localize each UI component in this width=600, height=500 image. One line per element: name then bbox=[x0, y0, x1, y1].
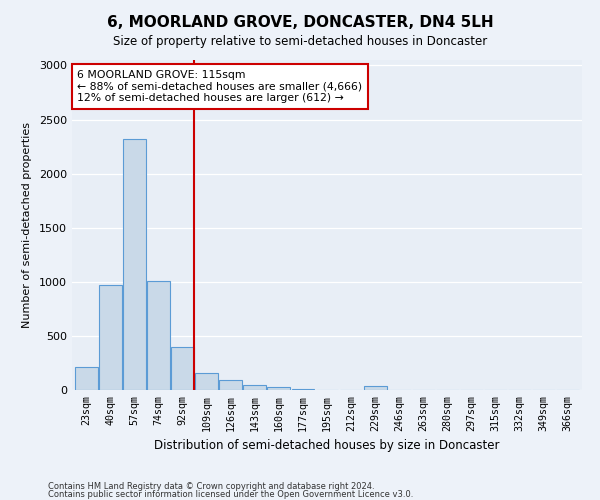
Bar bbox=[244, 384, 266, 390]
Text: Contains public sector information licensed under the Open Government Licence v3: Contains public sector information licen… bbox=[48, 490, 413, 499]
Bar bbox=[123, 139, 146, 390]
Text: Size of property relative to semi-detached houses in Doncaster: Size of property relative to semi-detach… bbox=[113, 35, 487, 48]
Bar bbox=[364, 386, 386, 390]
Y-axis label: Number of semi-detached properties: Number of semi-detached properties bbox=[22, 122, 32, 328]
Bar bbox=[292, 389, 314, 390]
Text: 6 MOORLAND GROVE: 115sqm
← 88% of semi-detached houses are smaller (4,666)
12% o: 6 MOORLAND GROVE: 115sqm ← 88% of semi-d… bbox=[77, 70, 362, 103]
X-axis label: Distribution of semi-detached houses by size in Doncaster: Distribution of semi-detached houses by … bbox=[154, 439, 500, 452]
Bar bbox=[220, 380, 242, 390]
Bar bbox=[99, 285, 122, 390]
Bar bbox=[171, 348, 194, 390]
Bar bbox=[75, 368, 98, 390]
Bar bbox=[268, 388, 290, 390]
Bar bbox=[195, 372, 218, 390]
Bar bbox=[147, 280, 170, 390]
Text: 6, MOORLAND GROVE, DONCASTER, DN4 5LH: 6, MOORLAND GROVE, DONCASTER, DN4 5LH bbox=[107, 15, 493, 30]
Text: Contains HM Land Registry data © Crown copyright and database right 2024.: Contains HM Land Registry data © Crown c… bbox=[48, 482, 374, 491]
